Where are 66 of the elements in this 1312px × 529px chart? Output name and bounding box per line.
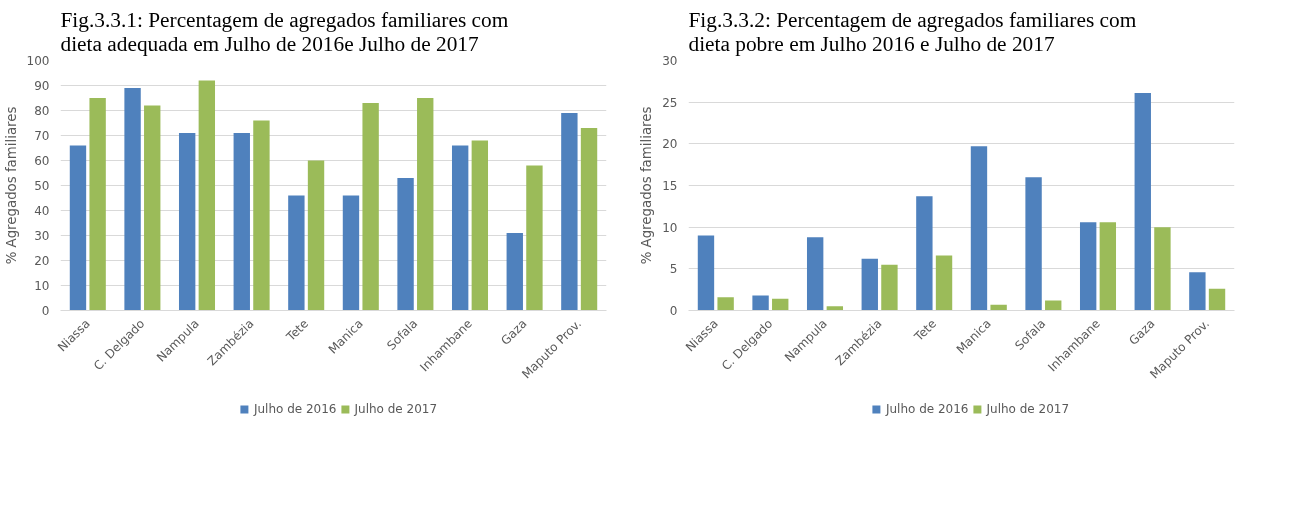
x-tick-label: Tete <box>283 316 312 345</box>
bar <box>881 264 898 311</box>
bar <box>526 165 543 311</box>
bar <box>397 178 414 311</box>
y-tick-label: 40 <box>34 204 50 218</box>
bar <box>1025 177 1042 311</box>
y-tick-label: 60 <box>34 154 50 168</box>
bar <box>342 195 360 311</box>
bar <box>806 237 824 311</box>
bar <box>970 146 988 311</box>
bar <box>288 195 305 311</box>
bar <box>471 140 489 311</box>
bar <box>506 233 523 311</box>
bar <box>1189 272 1206 311</box>
y-axis-title: % Agregados familiares <box>639 106 655 265</box>
bar <box>916 196 933 311</box>
legend-label: Julho de 2017 <box>354 402 438 416</box>
y-tick-label: 20 <box>34 254 50 268</box>
bar <box>124 88 141 311</box>
y-tick-label: 15 <box>662 179 678 193</box>
bar <box>697 235 715 311</box>
y-tick-label: 0 <box>669 304 678 318</box>
bar <box>861 258 878 311</box>
y-tick-label: 80 <box>34 104 50 118</box>
y-tick-label: 0 <box>41 304 50 318</box>
bar <box>69 145 87 311</box>
bar <box>1208 288 1226 311</box>
bar <box>144 105 161 311</box>
y-tick-label: 70 <box>34 129 50 143</box>
bar <box>1099 222 1117 311</box>
bar <box>935 255 953 311</box>
y-tick-label: 5 <box>669 262 678 277</box>
y-tick-label: 90 <box>34 79 50 93</box>
bar <box>772 298 789 311</box>
x-tick-label: Tete <box>911 316 940 345</box>
y-tick-label: 50 <box>34 179 50 193</box>
bar <box>1154 227 1171 311</box>
y-tick-label: 25 <box>662 95 678 110</box>
bar <box>561 113 578 311</box>
bar <box>826 306 844 311</box>
legend-label: Julho de 2016 <box>885 402 969 416</box>
legend-label: Julho de 2016 <box>253 402 337 416</box>
bar <box>451 145 469 311</box>
bar <box>253 120 270 311</box>
bar <box>233 133 250 311</box>
bar <box>417 98 434 311</box>
chart-title: Fig.3.3.1: Percentagem de agregados familiares com dieta adequada em Julho de 2016e Julho de 2017 <box>60 7 509 56</box>
bar <box>717 297 734 311</box>
bar <box>1134 93 1151 311</box>
bar <box>1079 222 1097 311</box>
y-tick-label: 100 <box>26 54 50 68</box>
bar <box>178 133 196 311</box>
y-tick-label: 30 <box>662 54 678 68</box>
bar <box>307 160 325 311</box>
bar <box>580 128 598 311</box>
bar <box>752 295 769 311</box>
y-tick-label: 10 <box>662 220 678 235</box>
legend-label: Julho de 2017 <box>986 402 1070 416</box>
y-axis-title: % Agregados familiares <box>3 106 19 265</box>
bar <box>198 80 216 311</box>
bar <box>89 98 106 311</box>
y-tick-label: 10 <box>34 279 50 293</box>
y-tick-label: 20 <box>662 137 678 152</box>
bar <box>362 103 379 311</box>
y-tick-label: 30 <box>34 229 50 243</box>
chart-title: Fig.3.3.2: Percentagem de agregados familiares com dieta pobre em Julho 2016 e Julho de 2017 <box>688 7 1137 56</box>
